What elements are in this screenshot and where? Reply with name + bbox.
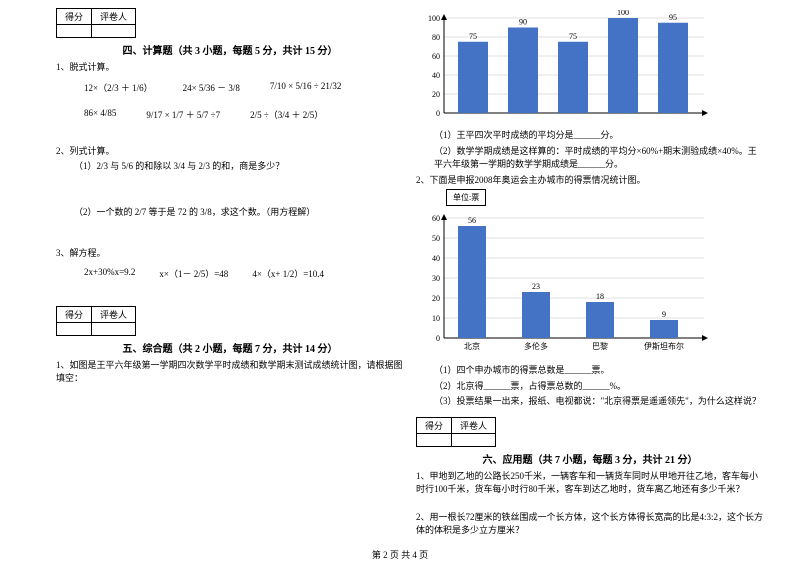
grader-label: 评卷人: [452, 417, 496, 433]
svg-text:20: 20: [432, 90, 440, 99]
bar-chart-1: 0 20 40 60 80 100 75 90 75 100 95: [416, 10, 716, 125]
svg-text:50: 50: [432, 234, 440, 243]
bar-chart-2: 0 10 20 30 40 50 60 56 北京 23 多伦多 18 巴黎 9 伊斯坦布尔: [416, 210, 716, 360]
unit-box: 单位:票: [446, 189, 486, 206]
r-q2: 2、下面是申报2008年奥运会主办城市的得票情况统计图。: [416, 174, 764, 188]
svg-text:20: 20: [432, 294, 440, 303]
eq-row-3: 2x+30%x=9.2 x×（1－ 2/5）=48 4×（x+ 1/2）=10.…: [56, 267, 404, 280]
svg-text:60: 60: [432, 214, 440, 223]
svg-text:40: 40: [432, 71, 440, 80]
r-q2-3: （3）投票结果一出来，报纸、电视都说："北京得票是遥遥领先"，为什么这样说？: [416, 395, 764, 409]
svg-text:巴黎: 巴黎: [592, 341, 608, 351]
chart-2: 0 10 20 30 40 50 60 56 北京 23 多伦多 18 巴黎 9 伊斯坦布尔: [416, 210, 764, 360]
svg-text:10: 10: [432, 314, 440, 323]
section-5-title: 五、综合题（共 2 小题，每题 7 分，共计 14 分）: [56, 340, 404, 355]
eq: 7/10 × 5/16 ÷ 21/32: [270, 81, 342, 94]
svg-text:伊斯坦布尔: 伊斯坦布尔: [644, 341, 684, 351]
r-q1-1: （1）王平四次平时成绩的平均分是______分。: [416, 129, 764, 143]
eq: 24× 5/36 － 3/8: [183, 81, 240, 94]
svg-text:100: 100: [617, 10, 629, 17]
svg-text:30: 30: [432, 274, 440, 283]
score-label: 得分: [57, 306, 92, 322]
score-label: 得分: [57, 9, 92, 25]
svg-text:9: 9: [662, 310, 666, 319]
eq-row-2: 86× 4/85 9/17 × 1/7 ＋ 5/7 ÷7 2/5 ÷（3/4 ＋…: [56, 108, 404, 121]
svg-text:40: 40: [432, 254, 440, 263]
section-6-title: 六、应用题（共 7 小题，每题 3 分，共计 21 分）: [416, 451, 764, 466]
q2-1: （1）2/3 与 5/6 的和除以 3/4 与 2/3 的和，商是多少？: [56, 160, 404, 174]
page-footer: 第 2 页 共 4 页: [0, 548, 800, 561]
svg-text:75: 75: [569, 32, 577, 41]
q3: 3、解方程。: [56, 247, 404, 261]
right-column: 02040608010075907510095 （1）王平四次平时成绩的平均分是…: [410, 8, 770, 540]
svg-text:75: 75: [469, 32, 477, 41]
svg-text:60: 60: [432, 52, 440, 61]
grader-label: 评卷人: [92, 306, 136, 322]
score-box-5: 得分 评卷人: [56, 306, 136, 336]
svg-text:0: 0: [436, 334, 440, 343]
grader-label: 评卷人: [92, 9, 136, 25]
svg-text:56: 56: [468, 216, 476, 225]
score-box-4: 得分 评卷人: [56, 8, 136, 38]
eq: 12×（2/3 ＋ 1/6）: [84, 81, 153, 94]
section-4-title: 四、计算题（共 3 小题，每题 5 分，共计 15 分）: [56, 42, 404, 57]
r-q2-1: （1）四个申办城市的得票总数是______票。: [416, 364, 764, 378]
eq: 9/17 × 1/7 ＋ 5/7 ÷7: [146, 108, 220, 121]
eq-row-1: 12×（2/3 ＋ 1/6） 24× 5/36 － 3/8 7/10 × 5/1…: [56, 81, 404, 94]
svg-text:80: 80: [432, 33, 440, 42]
q6-2: 2、用一根长72厘米的铁丝围成一个长方体，这个长方体得长宽高的比是4:3:2，这…: [416, 511, 764, 538]
q6-1: 1、甲地到乙地的公路长250千米，一辆客车和一辆货车同时从甲地开往乙地，客车每小…: [416, 470, 764, 497]
score-label: 得分: [417, 417, 452, 433]
q1: 1、脱式计算。: [56, 61, 404, 75]
eq: 2/5 ÷（3/4 ＋ 2/5）: [250, 108, 323, 121]
q2: 2、列式计算。: [56, 145, 404, 159]
eq: 86× 4/85: [84, 108, 116, 121]
r-q2-2: （2）北京得______票，占得票总数的______%。: [416, 380, 764, 394]
score-box-6: 得分 评卷人: [416, 417, 496, 447]
r-q1-2: （2）数学学期成绩是这样算的：平时成绩的平均分×60%+期末测验成绩×40%。王…: [416, 145, 764, 172]
eq: 2x+30%x=9.2: [84, 267, 135, 280]
eq: 4×（x+ 1/2）=10.4: [252, 267, 324, 280]
svg-text:23: 23: [532, 282, 540, 291]
left-column: 得分 评卷人 四、计算题（共 3 小题，每题 5 分，共计 15 分） 1、脱式…: [50, 8, 410, 540]
svg-text:0: 0: [436, 109, 440, 118]
svg-text:多伦多: 多伦多: [524, 341, 548, 351]
svg-text:90: 90: [519, 18, 527, 27]
chart-1: 0 20 40 60 80 100 75 90 75 100 95: [416, 10, 764, 125]
svg-text:95: 95: [669, 13, 677, 22]
svg-text:18: 18: [596, 292, 604, 301]
eq: x×（1－ 2/5）=48: [159, 267, 228, 280]
svg-text:100: 100: [428, 14, 440, 23]
q2-2: （2）一个数的 2/7 等于是 72 的 3/8，求这个数。（用方程解）: [56, 206, 404, 220]
svg-text:北京: 北京: [464, 341, 480, 351]
q5-1: 1、如图是王平六年级第一学期四次数学平时成绩和数学期末测试成绩统计图，请根据图填…: [56, 359, 404, 386]
